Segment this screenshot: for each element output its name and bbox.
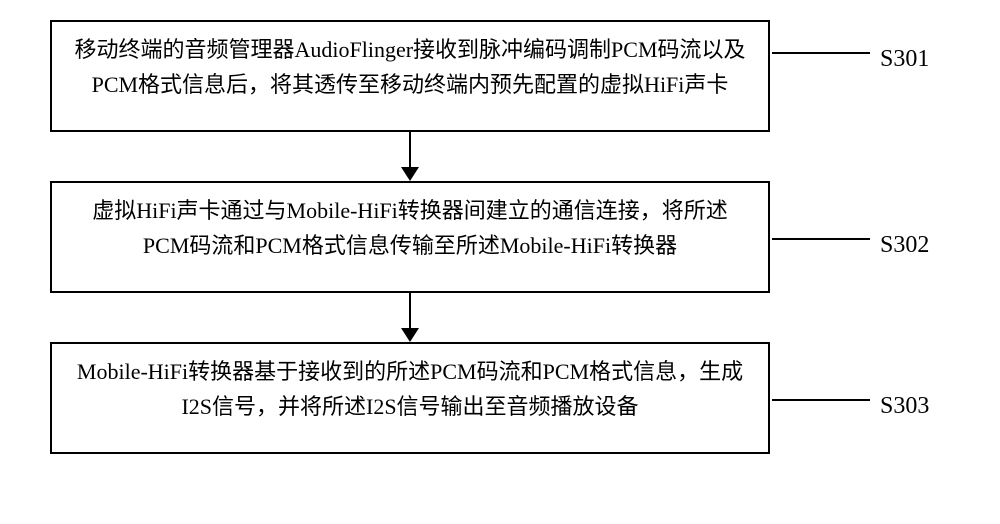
flow-node-s301: 移动终端的音频管理器AudioFlinger接收到脉冲编码调制PCM码流以及PC… xyxy=(50,20,770,132)
label-connector-line xyxy=(772,52,870,54)
arrow-s302-s303 xyxy=(50,293,770,342)
arrow-shaft xyxy=(409,293,411,329)
arrow-s301-s302 xyxy=(50,132,770,181)
node-text: 移动终端的音频管理器AudioFlinger接收到脉冲编码调制PCM码流以及PC… xyxy=(74,37,745,97)
arrow-head-icon xyxy=(401,328,419,342)
flow-node-s302: 虚拟HiFi声卡通过与Mobile-HiFi转换器间建立的通信连接，将所述PCM… xyxy=(50,181,770,293)
node-label: S303 xyxy=(880,387,929,425)
arrow-shaft xyxy=(409,132,411,168)
node-text: 虚拟HiFi声卡通过与Mobile-HiFi转换器间建立的通信连接，将所述PCM… xyxy=(92,198,728,258)
label-connector-line xyxy=(772,399,870,401)
node-label: S302 xyxy=(880,226,929,264)
flowchart-diagram: 移动终端的音频管理器AudioFlinger接收到脉冲编码调制PCM码流以及PC… xyxy=(50,20,950,454)
node-text: Mobile-HiFi转换器基于接收到的所述PCM码流和PCM格式信息，生成I2… xyxy=(77,359,743,419)
flow-node-s303: Mobile-HiFi转换器基于接收到的所述PCM码流和PCM格式信息，生成I2… xyxy=(50,342,770,454)
label-connector-line xyxy=(772,238,870,240)
node-label: S301 xyxy=(880,40,929,78)
arrow-head-icon xyxy=(401,167,419,181)
